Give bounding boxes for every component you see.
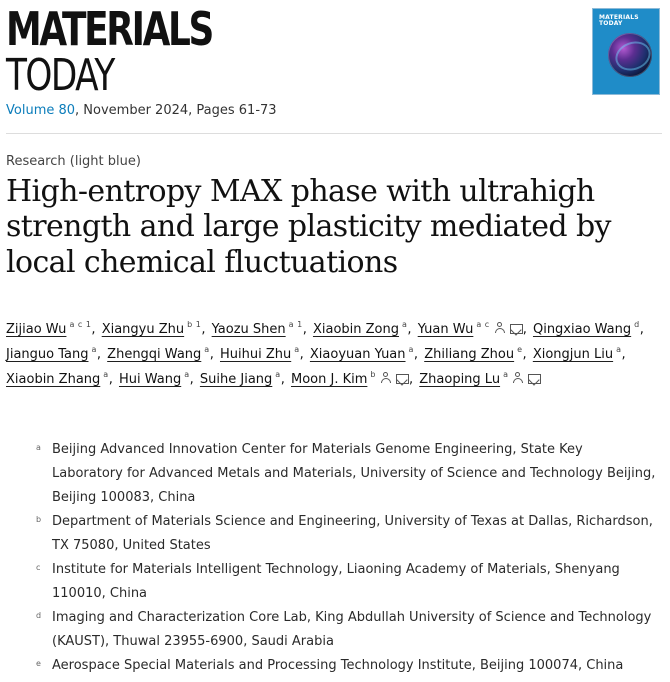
- author-affiliation-ref: a: [103, 370, 109, 379]
- affiliation-item: b Department of Materials Science and En…: [36, 510, 656, 558]
- affiliation-item: d Imaging and Characterization Core Lab,…: [36, 606, 656, 654]
- author-affiliation-ref: a 1: [288, 320, 303, 329]
- affiliation-marker: b: [36, 515, 42, 524]
- author-affiliation-ref: b 1: [187, 320, 202, 329]
- author-affiliation-ref: a: [503, 370, 509, 379]
- affiliation-item: a Beijing Advanced Innovation Center for…: [36, 438, 656, 510]
- person-icon[interactable]: [512, 372, 524, 384]
- author-item[interactable]: Hui Wang a,: [118, 370, 194, 387]
- author-item[interactable]: Zhiliang Zhou e,: [424, 345, 527, 362]
- author-name[interactable]: Yuan Wu: [417, 322, 474, 337]
- author-name[interactable]: Jianguo Tang: [6, 347, 89, 362]
- author-item[interactable]: Yaozu Shen a 1,: [211, 320, 307, 337]
- author-affiliation-ref: a: [402, 320, 408, 329]
- affiliation-item: c Institute for Materials Intelligent Te…: [36, 558, 656, 606]
- author-affiliation-ref: e: [517, 345, 523, 354]
- person-icon[interactable]: [494, 322, 506, 334]
- author-item[interactable]: Qingxiao Wang d,: [532, 320, 644, 337]
- author-affiliation-ref: a: [275, 370, 281, 379]
- author-name[interactable]: Moon J. Kim: [290, 372, 368, 387]
- author-affiliation-ref: a: [184, 370, 190, 379]
- affiliation-item: e Aerospace Special Materials and Proces…: [36, 654, 656, 678]
- author-affiliation-ref: a: [294, 345, 300, 354]
- journal-brand[interactable]: MATERIALS TODAY: [6, 6, 270, 98]
- author-item[interactable]: Xiaobin Zhang a,: [6, 370, 113, 387]
- author-name[interactable]: Xiaobin Zhang: [6, 372, 101, 387]
- author-item[interactable]: Xiaoyuan Yuan a,: [309, 345, 419, 362]
- mail-icon[interactable]: [509, 324, 523, 334]
- author-affiliation-ref: a: [91, 345, 97, 354]
- affiliation-text: Department of Materials Science and Engi…: [52, 514, 653, 553]
- header-divider: [6, 133, 662, 134]
- affiliation-marker: e: [36, 659, 41, 668]
- affiliation-marker: c: [36, 563, 41, 572]
- author-affiliation-ref: a: [616, 345, 622, 354]
- journal-title-line2: TODAY: [6, 50, 115, 101]
- cover-title-line1: MATERIALS: [599, 14, 639, 21]
- author-name[interactable]: Zijiao Wu: [6, 322, 67, 337]
- author-item[interactable]: Xiaobin Zong a,: [312, 320, 412, 337]
- author-name[interactable]: Yaozu Shen: [211, 322, 286, 337]
- author-affiliation-ref: d: [634, 320, 640, 329]
- journal-title-line1: MATERIALS: [6, 2, 214, 56]
- mail-icon[interactable]: [528, 374, 542, 384]
- author-affiliation-ref: b: [370, 370, 376, 379]
- affiliation-text: Institute for Materials Intelligent Tech…: [52, 562, 620, 601]
- author-affiliation-ref: a: [408, 345, 414, 354]
- author-item[interactable]: Zhengqi Wang a,: [107, 345, 214, 362]
- affiliation-text: Aerospace Special Materials and Processi…: [52, 658, 624, 673]
- author-item[interactable]: Xiongjun Liu a,: [532, 345, 626, 362]
- affiliations-list: a Beijing Advanced Innovation Center for…: [36, 438, 656, 678]
- mail-icon[interactable]: [395, 374, 409, 384]
- author-item[interactable]: Xiangyu Zhu b 1,: [101, 320, 206, 337]
- affiliation-marker: a: [36, 443, 41, 452]
- cover-title: MATERIALS TODAY: [599, 14, 639, 28]
- person-icon[interactable]: [380, 372, 392, 384]
- author-item[interactable]: Suihe Jiang a,: [199, 370, 285, 387]
- author-name[interactable]: Xiangyu Zhu: [101, 322, 185, 337]
- author-name[interactable]: Suihe Jiang: [199, 372, 273, 387]
- affiliation-text: Imaging and Characterization Core Lab, K…: [52, 610, 652, 649]
- author-name[interactable]: Qingxiao Wang: [532, 322, 632, 337]
- cover-title-line2: TODAY: [599, 20, 623, 28]
- author-affiliation-ref: a c: [476, 320, 490, 329]
- author-item[interactable]: Moon J. Kim b,: [290, 370, 414, 387]
- journal-date-pages: , November 2024, Pages 61-73: [75, 103, 277, 118]
- author-name[interactable]: Zhengqi Wang: [107, 347, 202, 362]
- journal-header: MATERIALS TODAY Volume 80, November 2024…: [6, 6, 664, 134]
- journal-meta: Volume 80, November 2024, Pages 61-73: [6, 103, 277, 118]
- cover-image-icon: [608, 33, 652, 77]
- author-name[interactable]: Xiaoyuan Yuan: [309, 347, 406, 362]
- author-name[interactable]: Zhiliang Zhou: [424, 347, 515, 362]
- affiliation-marker: d: [36, 611, 42, 620]
- volume-link[interactable]: Volume 80: [6, 103, 76, 118]
- author-name[interactable]: Xiaobin Zong: [312, 322, 399, 337]
- author-name[interactable]: Huihui Zhu: [219, 347, 292, 362]
- affiliation-text: Beijing Advanced Innovation Center for M…: [52, 442, 656, 505]
- author-list: Zijiao Wu a c 1, Xiangyu Zhu b 1, Yaozu Sh…: [6, 318, 660, 393]
- article-category: Research (light blue): [6, 154, 141, 169]
- author-item[interactable]: Huihui Zhu a,: [219, 345, 304, 362]
- author-item[interactable]: Jianguo Tang a,: [6, 345, 102, 362]
- author-name[interactable]: Hui Wang: [118, 372, 182, 387]
- journal-cover-thumbnail[interactable]: MATERIALS TODAY: [592, 8, 660, 95]
- author-name[interactable]: Xiongjun Liu: [532, 347, 614, 362]
- author-item[interactable]: Yuan Wu a c,: [417, 320, 527, 337]
- author-name[interactable]: Zhaoping Lu: [419, 372, 501, 387]
- author-affiliation-ref: a c 1: [69, 320, 92, 329]
- article-title: High-entropy MAX phase with ultrahigh st…: [6, 174, 612, 280]
- author-affiliation-ref: a: [204, 345, 210, 354]
- author-item[interactable]: Zhaoping Lu a: [419, 368, 542, 393]
- author-item[interactable]: Zijiao Wu a c 1,: [6, 320, 96, 337]
